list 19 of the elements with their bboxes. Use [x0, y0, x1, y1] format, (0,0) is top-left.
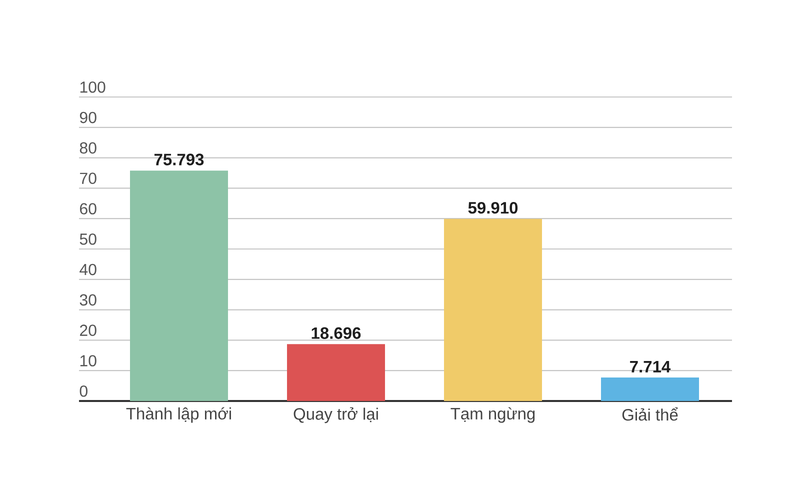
y-tick-label: 40 — [80, 264, 96, 276]
data-label: 7.714 — [630, 360, 671, 372]
x-tick-label: Giải thể — [622, 407, 678, 421]
x-tick-label: Thành lập mới — [126, 407, 231, 423]
y-tick-label: 90 — [80, 112, 96, 124]
data-label: 18.696 — [312, 327, 361, 339]
y-tick-label: 70 — [80, 172, 96, 184]
y-tick-label: 0 — [80, 385, 88, 397]
y-tick-label: 30 — [80, 294, 96, 306]
y-tick-label: 60 — [80, 203, 96, 214]
x-tick-label: Quay trở lại — [294, 407, 378, 424]
y-tick-label: 80 — [80, 142, 96, 154]
data-label: 59.910 — [468, 202, 518, 214]
y-tick-label: 50 — [80, 233, 96, 245]
x-tick-label: Tạm ngừng — [450, 407, 535, 423]
y-tick-label: 20 — [80, 324, 96, 336]
y-tick-label: 10 — [80, 355, 96, 366]
data-label: 75.793 — [154, 154, 204, 166]
y-tick-label: 100 — [80, 81, 106, 93]
